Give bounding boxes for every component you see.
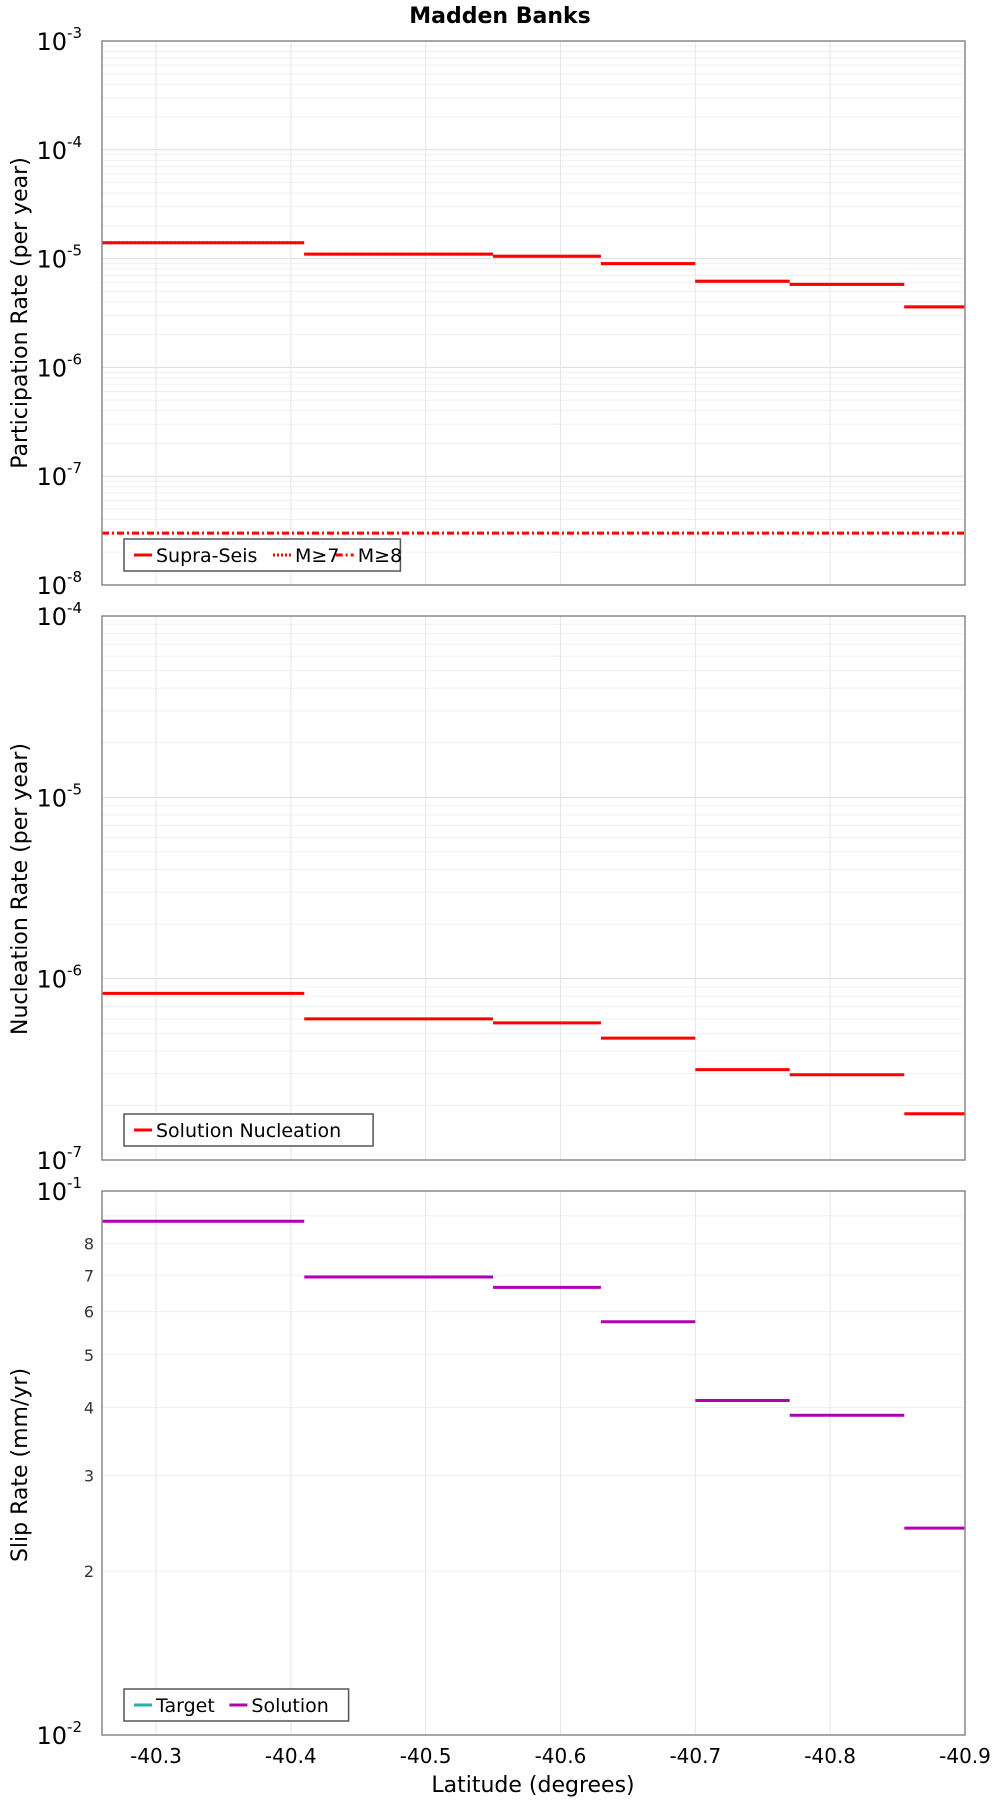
y-tick-label: 10-4 xyxy=(36,133,82,165)
x-tick-label: -40.4 xyxy=(265,1744,317,1768)
y-tick-label: 10-8 xyxy=(36,568,82,600)
x-tick-label: -40.5 xyxy=(400,1744,452,1768)
legend-label-solution-nucleation: Solution Nucleation xyxy=(156,1120,341,1142)
y-minor-tick-label: 3 xyxy=(84,1466,94,1485)
y-minor-tick-label: 5 xyxy=(84,1346,94,1365)
x-tick-label: -40.3 xyxy=(130,1744,182,1768)
x-tick-label: -40.6 xyxy=(535,1744,587,1768)
y-tick-label: 10-7 xyxy=(36,1143,82,1175)
legend-box xyxy=(123,1113,374,1147)
y-tick-label: 10-3 xyxy=(36,24,82,56)
x-tick-label: -40.9 xyxy=(939,1744,991,1768)
y-tick-label: 10-4 xyxy=(36,599,82,631)
y-axis-label-nucleation: Nucleation Rate (per year) xyxy=(8,743,33,1035)
legend-label-m-8: M≥8 xyxy=(358,545,402,567)
plot-frame xyxy=(101,1190,966,1736)
chart-title: Madden Banks xyxy=(409,4,590,29)
y-axis-label-slip-rate: Slip Rate (mm/yr) xyxy=(8,1368,33,1562)
participation-rate-panel: 10-8 10-7 10-6 10-5 10-4 10-3 Supra-Seis M≥7 M≥8 xyxy=(36,24,966,600)
y-tick-label: 10-5 xyxy=(36,780,82,812)
y-minor-tick-label: 8 xyxy=(84,1235,94,1254)
plot-frame xyxy=(101,615,966,1161)
x-tick-label: -40.8 xyxy=(804,1744,856,1768)
legend-label-m-7: M≥7 xyxy=(295,545,339,567)
y-tick-label: 10-6 xyxy=(36,350,82,382)
y-tick-label: 10-1 xyxy=(36,1174,82,1206)
y-minor-tick-label: 4 xyxy=(84,1398,94,1417)
legend-label-supra-seis: Supra-Seis xyxy=(156,545,257,567)
plot-frame xyxy=(101,40,966,586)
legend-label-solution: Solution xyxy=(251,1695,328,1717)
nucleation-rate-panel: 10-7 10-6 10-5 10-4 Solution Nucleation xyxy=(36,599,966,1175)
x-tick-label: -40.7 xyxy=(669,1744,721,1768)
slip-rate-panel: 10-2 10-1 2 3 4 5 6 7 8 Target Solution -40.3 -40.4 -… xyxy=(36,1174,990,1768)
y-minor-tick-label: 7 xyxy=(84,1266,94,1285)
y-minor-tick-label: 2 xyxy=(84,1562,94,1581)
y-tick-label: 10-2 xyxy=(36,1718,82,1750)
y-tick-label: 10-7 xyxy=(36,459,82,491)
y-tick-label: 10-5 xyxy=(36,242,82,274)
legend-box xyxy=(123,538,402,572)
x-axis-label: Latitude (degrees) xyxy=(431,1773,634,1798)
y-axis-label-participation: Participation Rate (per year) xyxy=(8,157,33,469)
y-tick-label: 10-6 xyxy=(36,962,82,994)
legend-label-target: Target xyxy=(155,1695,215,1717)
y-minor-tick-label: 6 xyxy=(84,1303,94,1322)
